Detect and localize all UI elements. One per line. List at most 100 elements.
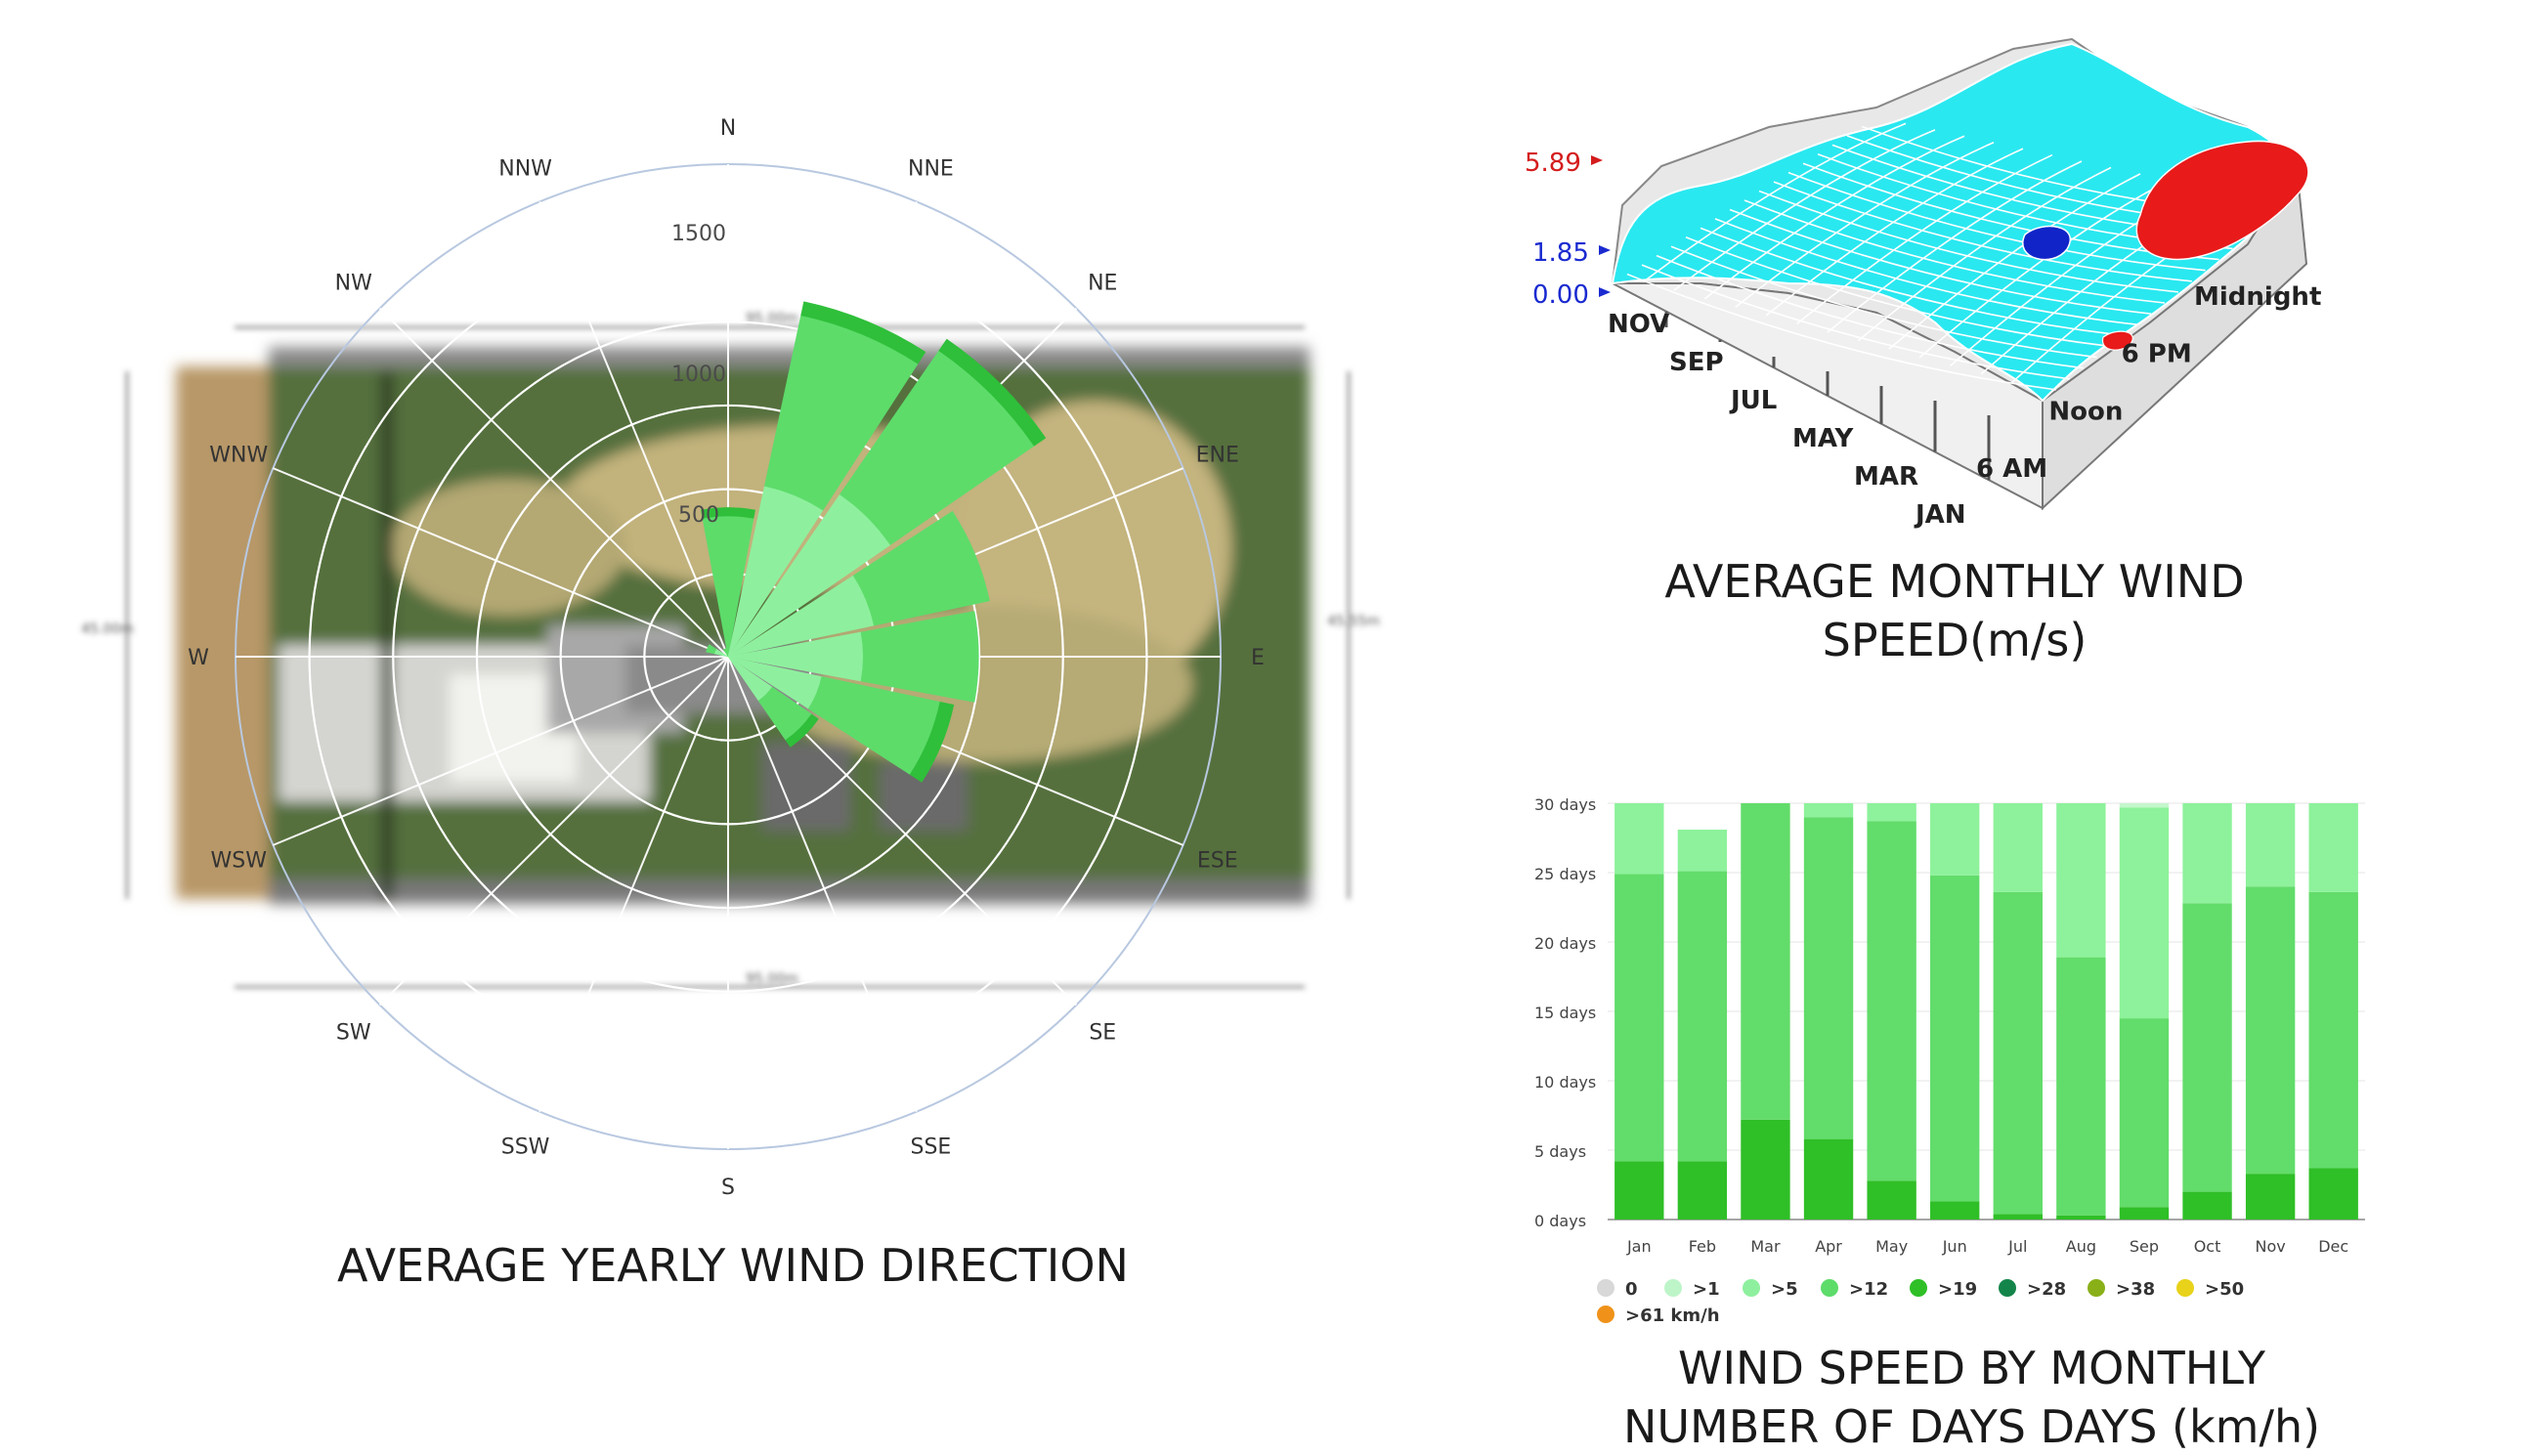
direction-label-e: E [1251,646,1265,670]
bar-segment [1803,1138,1854,1220]
x-tick-label: Aug [2066,1237,2096,1256]
direction-label-wsw: WSW [211,848,268,873]
site-plan-dimensions [126,326,1350,988]
mesh-line [1685,236,2111,348]
grid-spoke [727,656,918,1113]
month-axis-label: NOV [1608,310,1669,339]
grid-spoke [378,307,729,658]
mesh-line [1765,148,2024,317]
surface-mesh [1611,37,2309,511]
legend-swatch [1597,1279,1614,1297]
bars-caption-line-2: NUMBER OF DAYS DAYS (km/h) [1622,1400,2321,1453]
bar-segment [1993,803,2043,892]
y-tick-label: 30 days [1534,795,1596,814]
x-tick-label: Jun [1942,1237,1967,1256]
legend-swatch [1597,1306,1614,1323]
grid-spoke [272,467,729,658]
wind-rose-bar-segment [785,713,819,748]
y-tick-label: 15 days [1534,1004,1596,1022]
y-tick-label: 5 days [1534,1142,1586,1161]
bar-segment [2119,807,2170,1019]
legend-label: >38 [2116,1279,2155,1300]
bars-caption-line-1: WIND SPEED BY MONTHLY [1678,1342,2265,1394]
y-tick-label: 25 days [1534,865,1596,883]
bar-segment [2245,886,2296,1175]
month-axis-label: JAN [1914,500,1966,530]
bar-segment [1614,1161,1664,1220]
z-axis-marker-icon [1599,245,1611,255]
dimension-label: 95.00m [746,971,798,987]
mesh-line [1744,199,2166,304]
legend-swatch [2088,1279,2105,1297]
wind-rose-bar-segment [909,701,955,783]
bar-segment [1930,1201,1980,1220]
legend-swatch [1743,1279,1760,1297]
mesh-line [1773,181,2192,282]
wind-rose-bar-segment [800,301,926,364]
direction-label-s: S [721,1176,735,1200]
grid-spoke [538,656,729,1113]
x-tick-label: Nov [2256,1237,2286,1256]
wind-rose-bar-segment [938,338,1047,447]
bar-segment [1867,821,1916,1181]
bar-segment [2119,1207,2170,1220]
z-axis-marker-icon [1599,287,1611,297]
bar-segment [1867,1180,1916,1220]
wind-rose-panel: 95.00m 45.00m 45.55m 95.00m 500 1000 1500 N NN… [81,116,1380,1292]
legend-label: >5 [1771,1279,1798,1300]
direction-label-n: N [720,116,736,141]
mesh-line [1641,264,2070,380]
legend-label: >19 [1938,1279,1977,1300]
direction-label-nne: NNE [908,156,954,181]
bar-segment [1930,803,1980,876]
mesh-line [1796,153,2053,325]
surface-caption-line-1: AVERAGE MONTHLY WIND [1664,555,2245,608]
mesh-line [1758,190,2178,293]
z-axis-label: 0.00 [1532,280,1589,310]
x-tick-label: Feb [1689,1237,1716,1256]
hour-axis-label: 6 AM [1976,454,2047,484]
mesh-line [1787,171,2206,272]
x-tick-label: Dec [2318,1237,2348,1256]
x-tick-label: May [1875,1237,1908,1256]
x-tick-label: Jul [2007,1237,2027,1256]
bar-legend: 0 >1 >5 >12 >19 >28 >38 >50 >61 km/h [1597,1279,2244,1326]
radial-tick-label: 500 [678,503,719,528]
mesh-line [1700,227,2125,337]
direction-label-w: W [188,646,209,670]
legend-swatch [1999,1279,2016,1297]
direction-label-ssw: SSW [501,1135,550,1160]
y-tick-label: 0 days [1534,1212,1586,1230]
mesh-line [1735,141,1995,308]
wind-rose-bars [701,301,1047,783]
wind-rose-caption: AVERAGE YEARLY WIND DIRECTION [337,1239,1129,1292]
bar-segment [1677,1161,1728,1220]
bar-segment [1993,1214,2043,1220]
surface-caption-line-2: SPEED(m/s) [1822,614,2088,666]
month-axis-label: MAR [1854,462,1918,492]
dimension-label: 45.55m [1327,614,1380,629]
bar-segment [2056,803,2106,958]
mesh-line [1857,166,2112,342]
surface-z-axis-labels: 5.89 1.85 0.00 [1525,149,1611,310]
bar-segment [1677,871,1728,1162]
bar-segment [2056,1215,2106,1220]
mesh-line [1670,245,2097,359]
radial-tick-label: 1000 [671,363,726,387]
grid-spoke [378,656,729,1006]
dimension-label: 45.00m [81,621,134,637]
month-axis-label: MAY [1792,424,1855,453]
bar-segment [2245,803,2296,887]
bar-segment [1741,803,1790,1120]
bar-segment [1677,829,1728,872]
direction-label-wnw: WNW [209,444,268,468]
direction-label-sw: SW [336,1020,371,1045]
mesh-line [1729,208,2152,315]
bar-x-axis: Jan Feb Mar Apr May Jun Jul Aug Sep Oct Nov Dec [1626,1237,2348,1256]
bar-stacks [1614,803,2358,1220]
z-axis-marker-icon [1591,155,1603,165]
month-axis-label: JUL [1729,386,1777,415]
direction-label-se: SE [1089,1020,1116,1045]
